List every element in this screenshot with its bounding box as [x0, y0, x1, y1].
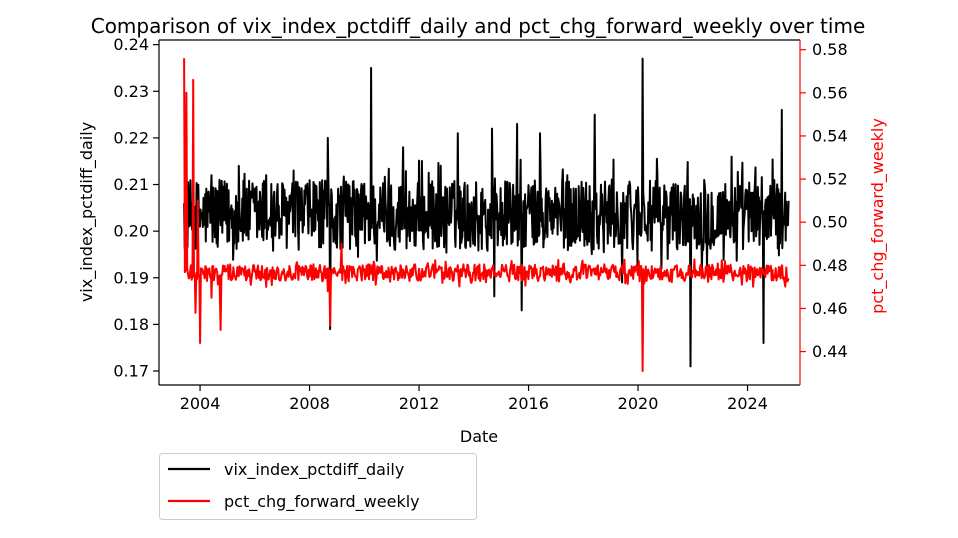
- x-tick-label: 2004: [180, 394, 221, 413]
- legend-label-pct: pct_chg_forward_weekly: [224, 492, 420, 512]
- y-right-tick-label: 0.46: [812, 299, 848, 318]
- x-axis-label: Date: [460, 427, 498, 446]
- y-right-tick-label: 0.50: [812, 213, 848, 232]
- y-right-axis-ticks: 0.44 0.46 0.48 0.50 0.52 0.54 0.56 0.58: [800, 40, 848, 361]
- y-left-axis-label: vix_index_pctdiff_daily: [77, 122, 97, 302]
- y-right-tick-label: 0.56: [812, 83, 848, 102]
- y-right-tick-label: 0.48: [812, 256, 848, 275]
- y-left-tick-label: 0.19: [113, 268, 149, 287]
- legend-label-vix: vix_index_pctdiff_daily: [224, 460, 404, 480]
- x-tick-label: 2012: [399, 394, 440, 413]
- series-line-pct-chg-forward-weekly: [183, 58, 790, 372]
- y-left-tick-label: 0.17: [113, 362, 149, 381]
- y-left-tick-label: 0.24: [113, 35, 149, 54]
- y-left-tick-label: 0.18: [113, 315, 149, 334]
- y-left-tick-label: 0.21: [113, 175, 149, 194]
- y-left-tick-label: 0.22: [113, 128, 149, 147]
- y-right-tick-label: 0.54: [812, 126, 848, 145]
- y-right-tick-label: 0.44: [812, 342, 848, 361]
- y-right-tick-label: 0.58: [812, 40, 848, 59]
- y-right-tick-label: 0.52: [812, 170, 848, 189]
- chart-title: Comparison of vix_index_pctdiff_daily an…: [91, 14, 866, 38]
- x-tick-label: 2008: [289, 394, 330, 413]
- series-layer: [183, 57, 790, 372]
- x-tick-label: 2016: [508, 394, 549, 413]
- legend-box: [159, 453, 477, 520]
- x-axis-ticks: 2004 2008 2012 2016 2020 2024: [180, 385, 768, 413]
- x-tick-label: 2024: [727, 394, 768, 413]
- y-left-tick-label: 0.23: [113, 82, 149, 101]
- y-left-tick-label: 0.20: [113, 222, 149, 241]
- y-right-axis-label: pct_chg_forward_weekly: [868, 118, 888, 314]
- legend: vix_index_pctdiff_daily pct_chg_forward_…: [159, 453, 477, 520]
- x-tick-label: 2020: [618, 394, 659, 413]
- y-left-axis-ticks: 0.17 0.18 0.19 0.20 0.21 0.22 0.23 0.24: [113, 35, 159, 381]
- series-line-vix-index-pctdiff-daily: [183, 57, 790, 368]
